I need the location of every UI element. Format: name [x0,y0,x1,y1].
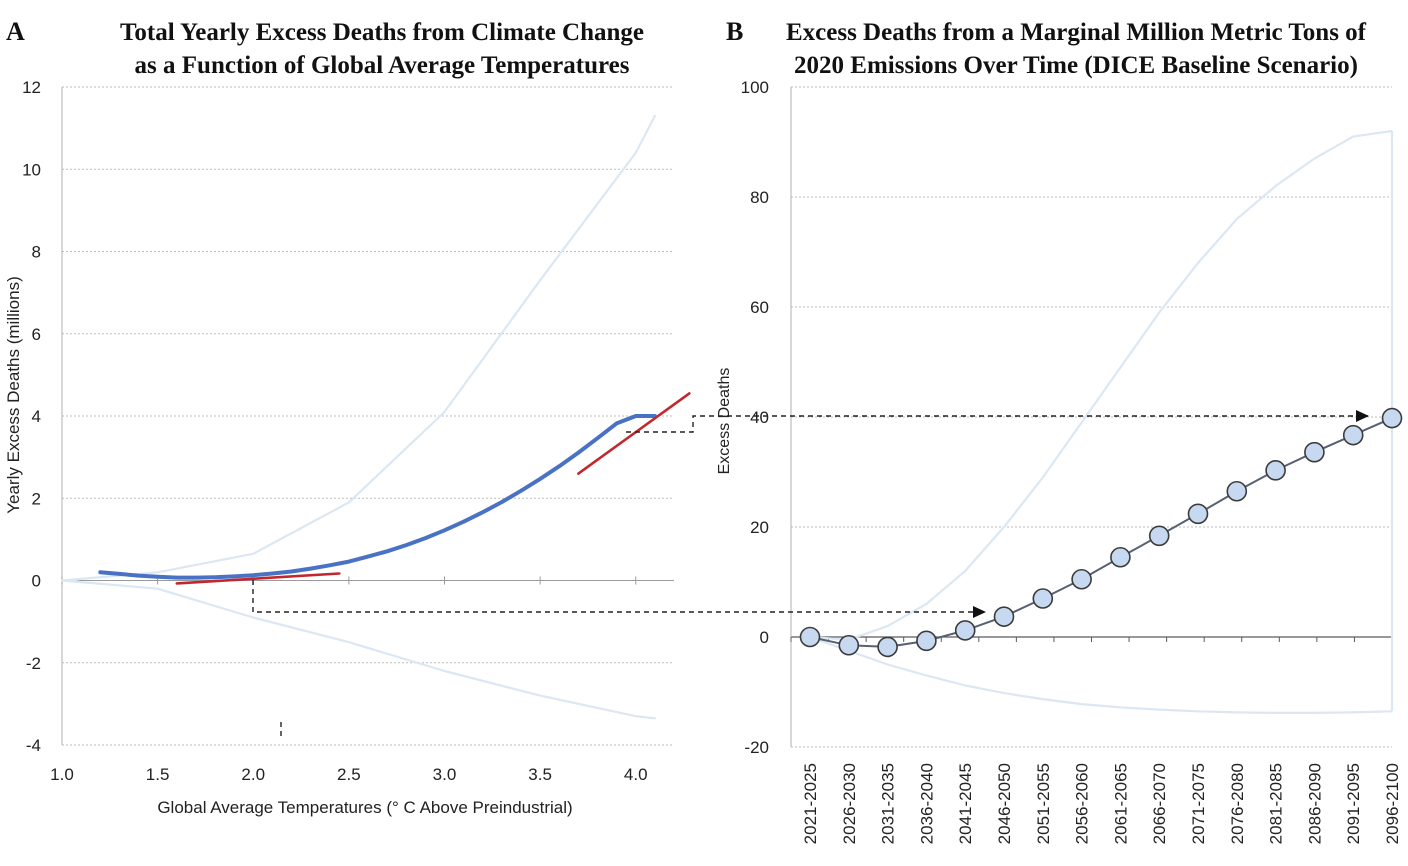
panel-b-data-point [993,606,1015,627]
connector-2c-arrow [252,580,986,618]
panel-b-x-tick-label: 2041-2045 [956,763,975,844]
panel-b-x-tick-label: 2021-2025 [801,763,820,844]
panel-b-x-tick-label: 2086-2090 [1305,763,1324,844]
panel-a-tangent-line-4c [577,392,691,475]
panel-b-y-tick-label: 20 [750,518,769,537]
panel-a-tangent-line-2c [175,572,341,585]
panel-b-x-tick-label: 2091-2095 [1344,763,1363,844]
panel-a-y-tick-label: 6 [32,325,41,344]
panel-b-gridlines [790,86,1393,748]
panel-b-x-tick-label: 2071-2075 [1189,763,1208,844]
panel-a-x-tick-labels: 1.0 1.5 2.0 2.5 3.0 3.5 4.0 [50,765,647,784]
panel-b-data-point [1226,480,1248,502]
panel-a-y-tick-label: 8 [32,243,41,262]
panel-a-x-tick-label: 2.5 [337,765,361,784]
panel-a-x-axis-label: Global Average Temperatures (° C Above P… [157,798,572,817]
panel-b-data-point [1110,546,1131,568]
panel-a-gridlines [61,86,674,746]
panel-b-x-tick-label: 2076-2080 [1228,763,1247,844]
panel-b-data-point [877,636,898,658]
panel-b-data-point [1187,503,1209,525]
panel-a-y-tick-labels: -4 -2 0 2 4 6 8 10 12 [22,78,41,755]
panel-b-letter: B [726,17,743,46]
panel-a-x-tick-label: 1.5 [146,765,170,784]
panel-b-data-point [916,630,937,652]
panel-a-y-tick-label: 10 [22,160,41,179]
panel-b-data-point [1304,441,1325,463]
panel-b-y-tick-label: 60 [750,298,769,317]
panel-b-x-tick-labels: 2021-2025 2026-2030 2031-2035 2036-2040 2041… [801,763,1402,844]
panel-a-y-tick-label: -2 [26,654,41,673]
panel-b-data-point [1265,460,1286,481]
panel-b-y-tick-label: 0 [760,628,769,647]
panel-a-central-curve [98,414,657,580]
panel-b-y-tick-label: -20 [744,738,769,757]
panel-b-x-tick-label: 2046-2050 [995,763,1014,844]
panel-a-letter: A [6,17,25,46]
panel-b-x-tick-label: 2081-2085 [1267,763,1286,844]
panel-a-y-tick-label: 0 [32,572,41,591]
panel-a-x-tick-label: 3.5 [528,765,552,784]
panel-b-title-line2: 2020 Emissions Over Time (DICE Baseline … [794,52,1358,79]
panel-b-x-tick-label: 2026-2030 [840,763,859,844]
panel-b-data-point [1148,525,1170,547]
panel-b-chart: -20 0 20 40 60 80 100 2021-2025 2026-2030 2031-2… [716,78,1403,844]
panel-b-data-point [799,626,821,648]
panel-b-x-tick-label: 2036-2040 [917,763,936,844]
panel-a-x-tick-label: 2.0 [241,765,265,784]
panel-b-data-point [1032,588,1054,609]
panel-a-x-tick-label: 1.0 [50,765,74,784]
panel-b-data-point [1342,424,1364,446]
panel-b-excess-deaths-line [809,417,1393,648]
panel-a-title-line2: as a Function of Global Average Temperat… [135,52,630,79]
panel-b-series [799,129,1403,715]
panel-a-chart: -4 -2 0 2 4 6 8 10 12 1.0 1.5 2.0 2.5 3.0 3.5 4.0 Glob… [4,78,691,817]
panel-b-title-line1: Excess Deaths from a Marginal Million Me… [786,19,1367,46]
panel-b-x-tick-label: 2031-2035 [879,763,898,844]
panel-a-series [60,114,691,720]
panel-connectors [252,410,1369,738]
panel-a-y-tick-label: 2 [32,489,41,508]
panel-b-x-tick-label: 2061-2065 [1111,763,1130,844]
panel-a-y-axis-label: Yearly Excess Deaths (millions) [4,276,23,513]
panel-a-x-tick-label: 4.0 [624,765,648,784]
panel-a-y-tick-label: 4 [32,407,41,426]
panel-b-data-point [1071,568,1092,590]
panel-b-y-axis-label: Excess Deaths [716,368,733,475]
panel-a-y-tick-label: 12 [22,78,41,97]
panel-a-y-tick-label: -4 [26,736,41,755]
panel-b-data-point [838,634,860,656]
panel-b-y-tick-label: 40 [750,408,769,427]
panel-b-y-tick-label: 80 [750,188,769,207]
panel-b-lower-bound-line [809,635,1393,715]
panel-a-x-tick-label: 3.0 [433,765,457,784]
panel-b-x-tick-label: 2051-2055 [1034,763,1053,844]
panel-b-x-tick-label: 2056-2060 [1073,763,1092,844]
panel-b-y-tick-label: 100 [741,78,769,97]
panel-b-data-point [1381,407,1403,429]
panel-a-upper-bound-line [60,114,657,582]
panel-b-y-tick-labels: -20 0 20 40 60 80 100 [741,78,769,757]
panel-b-x-tick-label: 2066-2070 [1150,763,1169,844]
connector-4c-arrow [626,410,1369,433]
panel-a-lower-bound-line [60,579,657,720]
panel-b-upper-bound-line [809,129,1393,641]
panel-a-title-line1: Total Yearly Excess Deaths from Climate … [120,19,644,46]
panel-b-data-point [954,620,976,641]
panel-b-x-tick-label: 2096-2100 [1383,763,1402,844]
